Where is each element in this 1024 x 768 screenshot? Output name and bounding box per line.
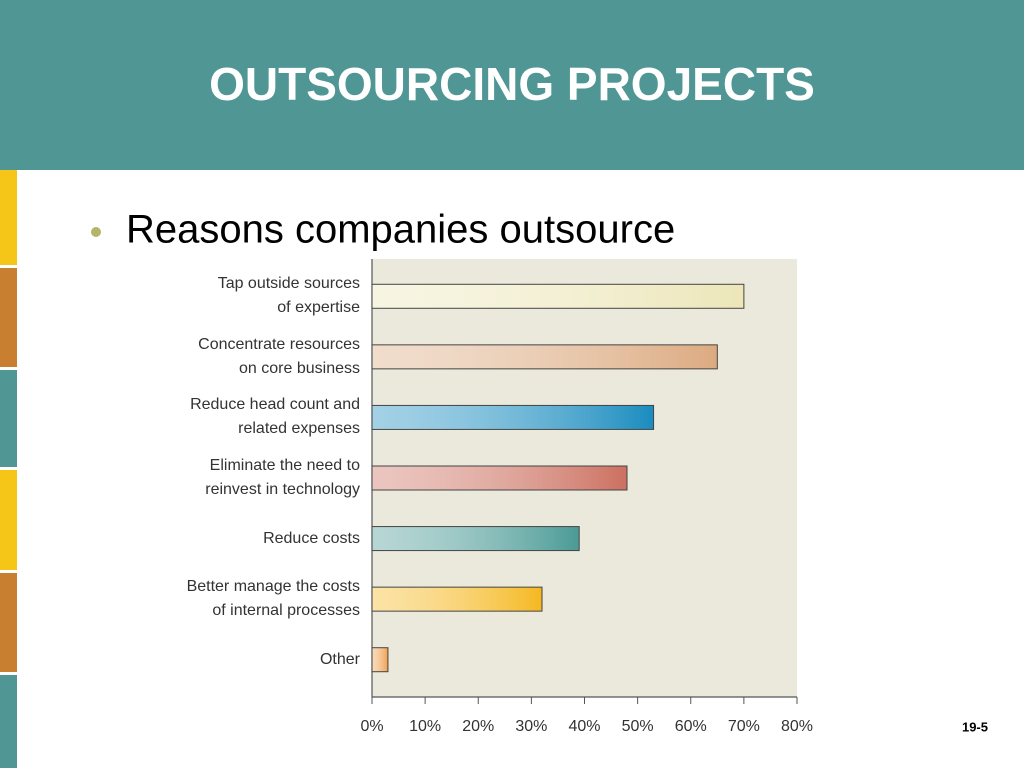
- bullet-dot: [91, 227, 101, 237]
- bar: [371, 283, 745, 309]
- x-tick-label: 0%: [360, 718, 383, 735]
- category-label: Reduce costs: [263, 529, 360, 547]
- bar: [371, 586, 543, 612]
- x-tick-label: 20%: [462, 718, 494, 735]
- x-tick-label: 40%: [568, 718, 600, 735]
- bar: [371, 465, 628, 491]
- category-label: Tap outside sources of expertise: [217, 275, 360, 317]
- x-tick-label: 80%: [781, 718, 813, 735]
- bar: [371, 344, 718, 370]
- bullet-text: Reasons companies outsource: [126, 208, 675, 252]
- category-label: Other: [319, 650, 360, 668]
- bar: [371, 647, 389, 673]
- side-block: [0, 675, 17, 768]
- side-block: [0, 268, 17, 367]
- header-band: [0, 0, 1024, 170]
- bar: [371, 526, 580, 552]
- x-tick-label: 70%: [728, 718, 760, 735]
- side-block: [0, 370, 17, 467]
- side-block: [0, 573, 17, 672]
- side-block: [0, 470, 17, 570]
- category-label: Eliminate the need to reinvest in techno…: [205, 457, 360, 498]
- bar: [371, 404, 655, 430]
- x-tick-label: 60%: [675, 718, 707, 735]
- category-label: Concentrate resources on core business: [198, 335, 360, 377]
- x-tick-label: 50%: [622, 718, 654, 735]
- category-label: Better manage the costs of internal proc…: [186, 578, 360, 620]
- x-tick-label: 30%: [515, 718, 547, 735]
- category-label: Reduce head count and related expenses: [190, 396, 360, 438]
- slide-title: OUTSOURCING PROJECTS: [209, 58, 815, 110]
- page-number: 19-5: [962, 719, 988, 734]
- x-tick-label: 10%: [409, 718, 441, 735]
- side-block: [0, 170, 17, 265]
